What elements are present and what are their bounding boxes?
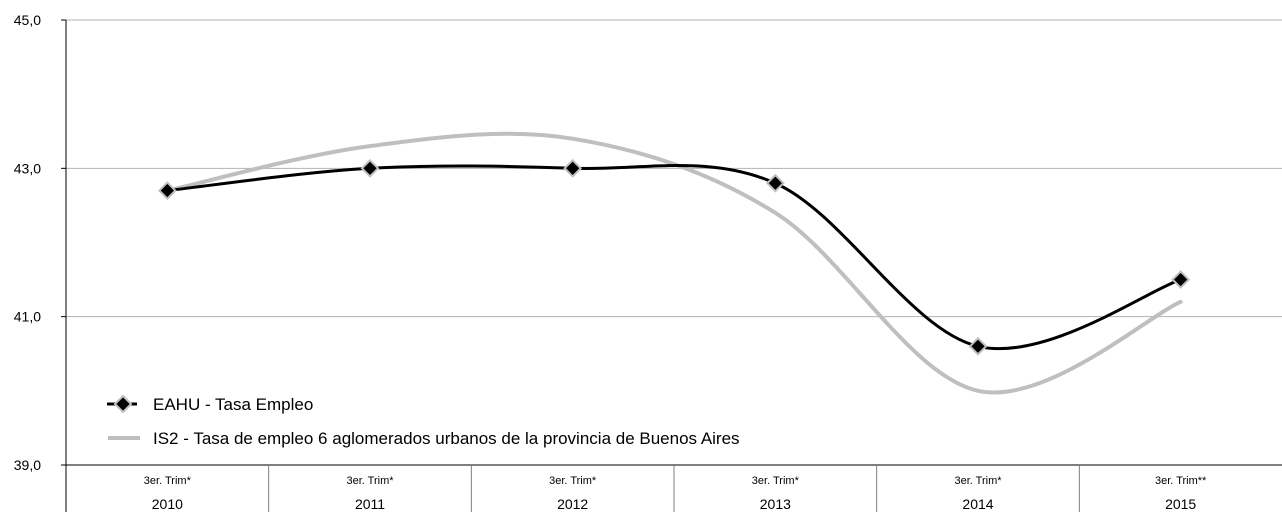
series-markers xyxy=(157,158,1191,356)
x-tick-year-label: 2012 xyxy=(557,496,588,512)
data-point-eahu xyxy=(765,173,785,193)
y-tick-label: 39,0 xyxy=(14,457,41,473)
legend-label-is2: IS2 - Tasa de empleo 6 aglomerados urban… xyxy=(153,429,740,448)
x-tick-year-label: 2010 xyxy=(152,496,183,512)
legend: EAHU - Tasa Empleo IS2 - Tasa de empleo 6… xyxy=(107,394,740,448)
data-point-eahu xyxy=(360,158,380,178)
y-tick-label: 45,0 xyxy=(14,12,41,28)
x-tick-period-label: 3er. Trim* xyxy=(549,475,597,487)
y-tick-labels: 39,0 41,0 43,0 45,0 xyxy=(14,12,41,473)
legend-marker-eahu xyxy=(113,394,133,414)
y-tick-label: 41,0 xyxy=(14,309,41,325)
gridlines xyxy=(66,19,1282,318)
series-line-eahu xyxy=(165,164,1183,351)
series-lines xyxy=(165,131,1183,395)
x-tick-year-label: 2011 xyxy=(355,496,385,512)
data-point-eahu xyxy=(1171,270,1191,289)
data-point-eahu xyxy=(563,158,583,178)
x-tick-year-label: 2013 xyxy=(760,496,791,512)
x-tick-period-label: 3er. Trim* xyxy=(346,475,394,487)
axes xyxy=(61,19,1282,512)
x-tick-labels: 3er. Trim* 2010 3er. Trim* 2011 3er. Trim* 20… xyxy=(144,475,1207,512)
x-tick-year-label: 2015 xyxy=(1165,496,1196,512)
series-line-is2 xyxy=(165,131,1183,395)
x-tick-year-label: 2014 xyxy=(962,496,993,512)
x-tick-period-label: 3er. Trim** xyxy=(1155,475,1207,487)
data-point-eahu xyxy=(157,181,177,200)
data-point-eahu xyxy=(968,336,988,356)
x-tick-period-label: 3er. Trim* xyxy=(752,475,800,487)
legend-label-eahu: EAHU - Tasa Empleo xyxy=(153,395,313,414)
x-tick-period-label: 3er. Trim* xyxy=(144,475,192,487)
y-tick-label: 43,0 xyxy=(14,160,41,176)
x-tick-period-label: 3er. Trim* xyxy=(954,475,1002,487)
